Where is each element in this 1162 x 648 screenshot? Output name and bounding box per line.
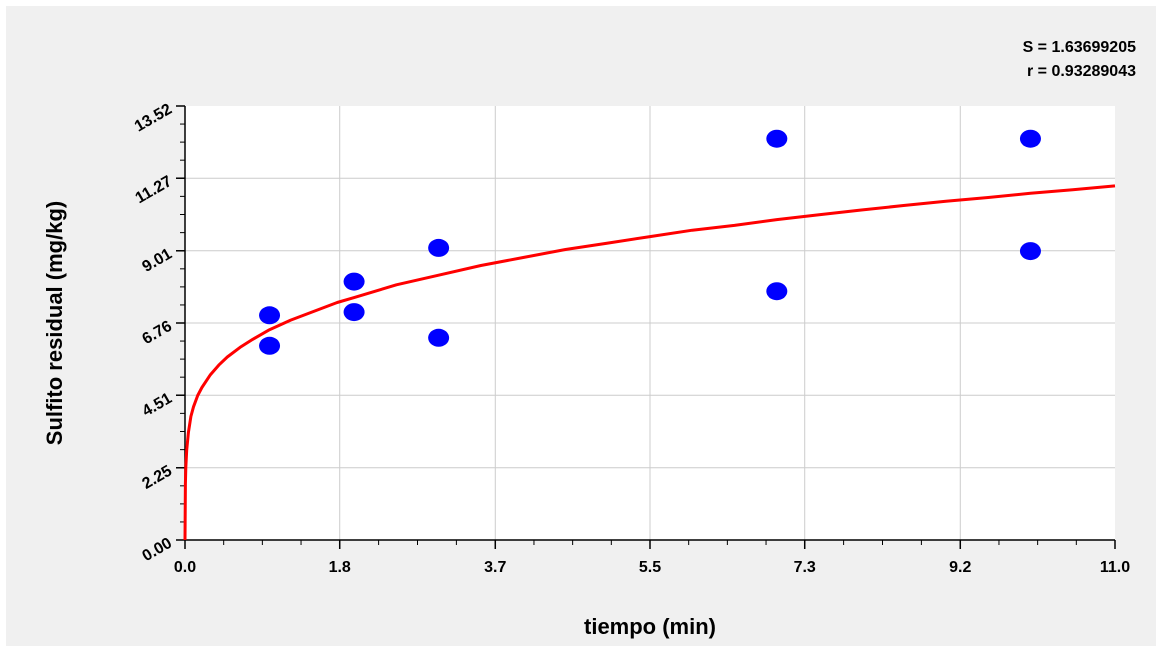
y-tick-label: 2.25: [140, 462, 176, 492]
fit-curve: [183, 184, 1116, 541]
y-axis-title: Sulfito residual (mg/kg): [42, 201, 67, 445]
x-axis-title: tiempo (min): [584, 614, 716, 639]
stat-r: r = 0.93289043: [1027, 63, 1136, 80]
x-tick-label: 0.0: [174, 559, 196, 576]
data-point: [428, 238, 450, 257]
x-tick-label: 11.0: [1100, 559, 1130, 576]
y-tick-label: 13.52: [132, 101, 175, 136]
x-tick-label: 5.5: [639, 559, 661, 576]
x-tick-label: 9.2: [949, 559, 971, 576]
data-point: [343, 303, 365, 322]
stat-s: S = 1.63699205: [1022, 39, 1136, 56]
data-point: [343, 272, 365, 291]
data-point: [1019, 129, 1041, 148]
fit-curve-layer: [183, 184, 1116, 541]
grid: [185, 106, 1115, 540]
data-point: [766, 282, 788, 301]
data-point: [766, 129, 788, 148]
data-point: [259, 306, 281, 325]
x-tick-label: 3.7: [484, 559, 506, 576]
data-point: [428, 328, 450, 347]
y-tick-label: 11.27: [133, 173, 175, 207]
y-tick-label: 0.00: [140, 535, 176, 565]
fit-statistics: S = 1.63699205 r = 0.93289043: [1023, 36, 1136, 84]
y-tick-label: 4.51: [140, 390, 176, 420]
y-tick-label: 9.01: [140, 245, 176, 275]
x-tick-label: 1.8: [329, 559, 351, 576]
x-tick-label: 7.3: [794, 559, 816, 576]
y-tick-label: 6.76: [140, 318, 176, 348]
data-point: [1019, 242, 1041, 261]
data-points-layer: [259, 129, 1041, 355]
data-point: [259, 336, 281, 355]
